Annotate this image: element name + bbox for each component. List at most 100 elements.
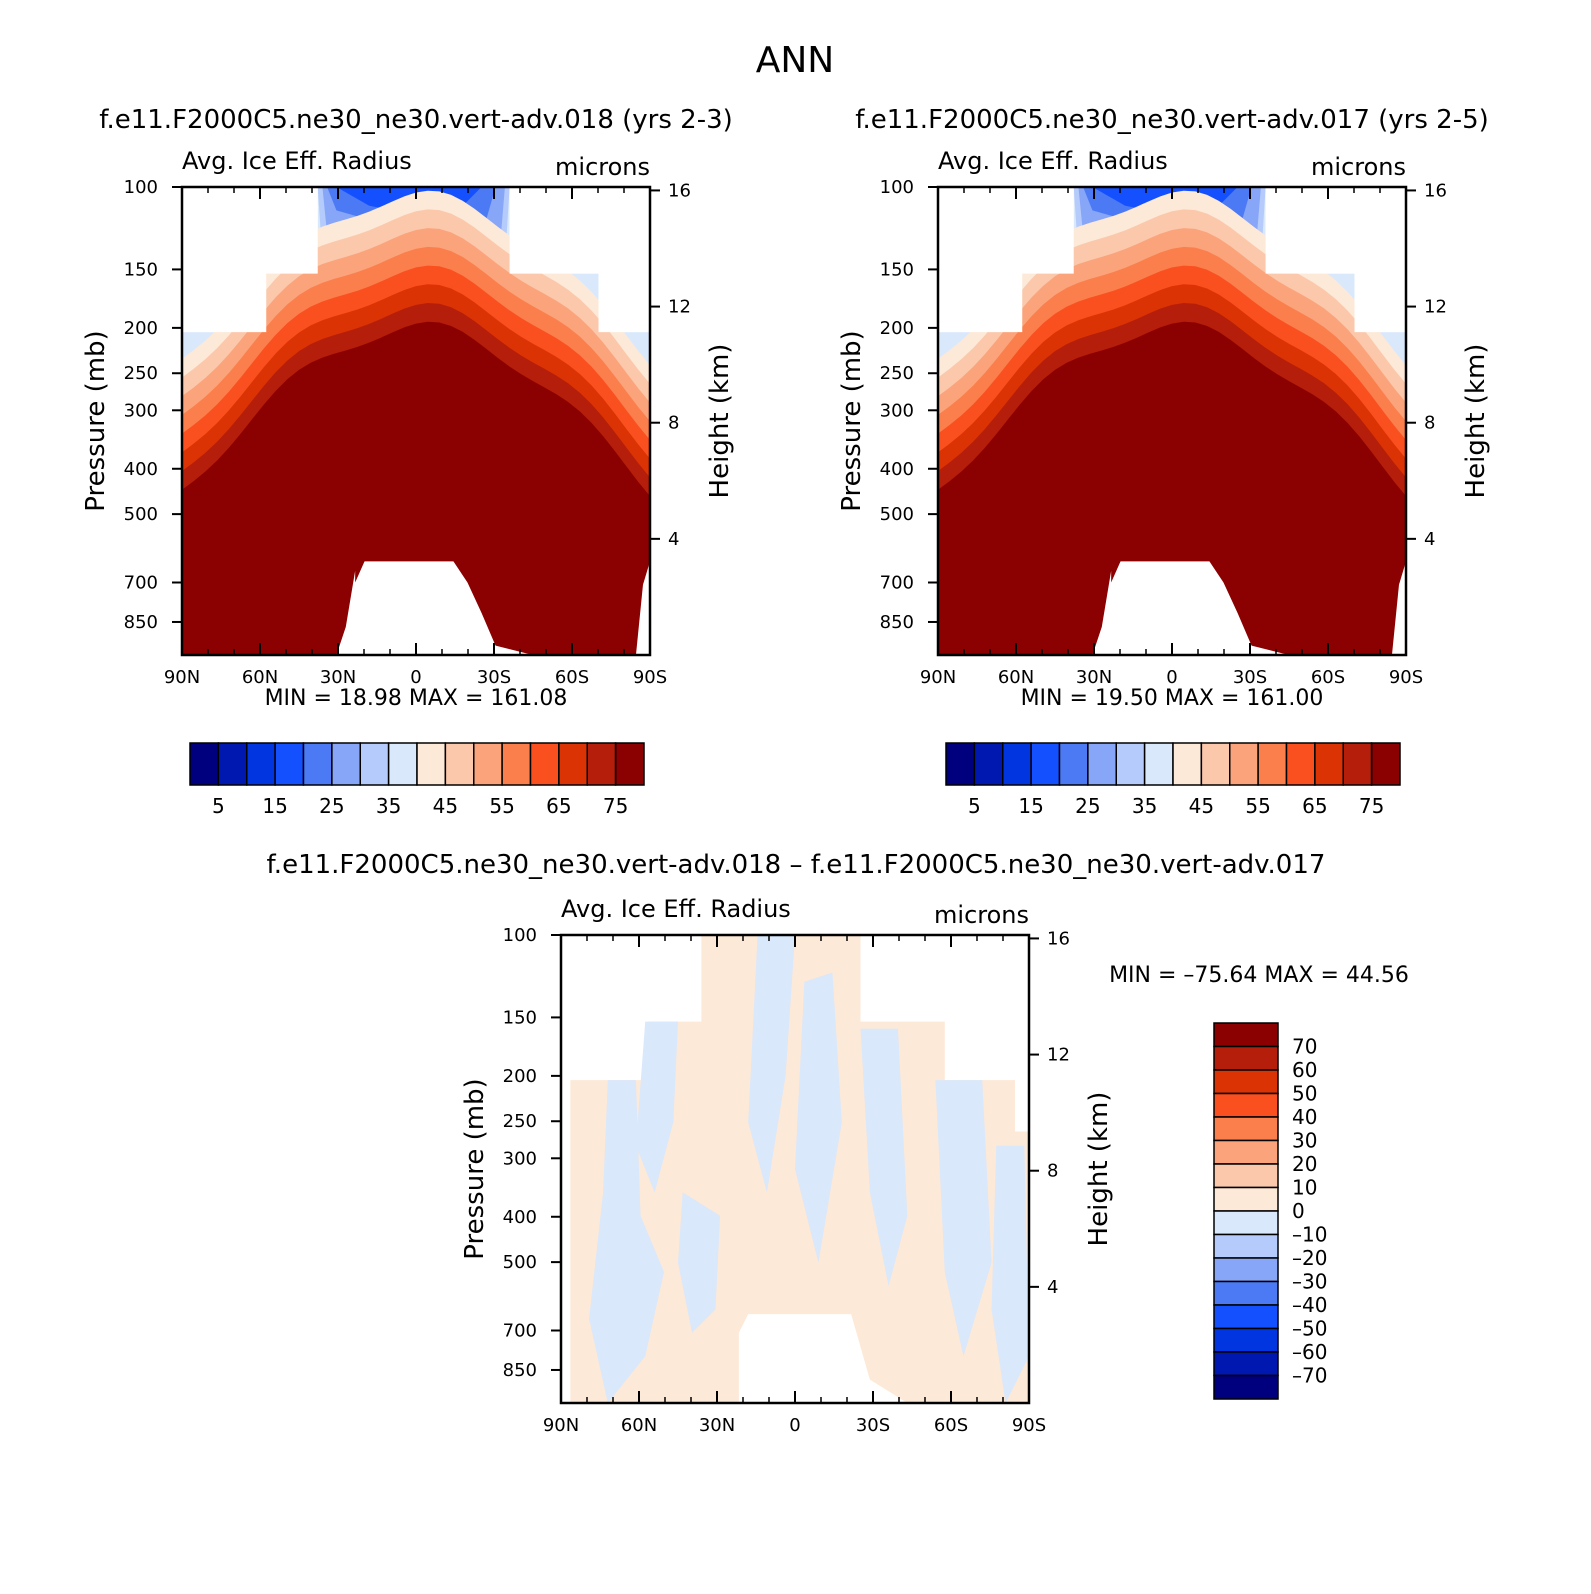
mask [938,187,1074,333]
y2-tick-label: 8 [668,413,679,434]
x-tick-label: 90N [164,667,200,688]
stats-text: MIN = –75.64 MAX = 44.56 [1109,963,1409,988]
y2-tick-label: 16 [1424,180,1447,201]
y2-tick-label: 8 [1047,1161,1058,1182]
band [748,935,795,1193]
band [589,1080,664,1403]
colorbar-box [444,742,475,786]
colorbar-box [1200,742,1231,786]
y2-tick-label: 16 [668,180,691,201]
colorbar-box [246,742,276,786]
colorbar-label: 55 [489,794,514,818]
x-tick-label: 60N [998,667,1034,688]
contour-fill [182,187,650,655]
y-axis-label: Pressure (mb) [460,1078,490,1259]
colorbar-box [274,742,305,786]
colorbar-label: 35 [1132,794,1157,818]
colorbar-label: 50 [1292,1082,1317,1106]
x-tick-label: 0 [789,1415,800,1436]
colorbar-label: 35 [376,794,401,818]
colorbar-label: –30 [1292,1270,1327,1294]
y2-tick-label: 12 [1424,297,1447,318]
contour-fill [938,187,1406,655]
y-tick-label: 400 [503,1207,537,1228]
colorbar-box [1285,742,1316,786]
colorbar-label: 55 [1245,794,1270,818]
colorbar-box [1087,742,1117,786]
x-tick-label: 30N [699,1415,735,1436]
y-tick-label: 200 [880,318,914,339]
y-tick-label: 300 [503,1148,537,1169]
y2-tick-label: 4 [1424,529,1435,550]
panel-2: f.e11.F2000C5.ne30_ne30.vert-adv.017 (yr… [837,105,1491,818]
colorbar-box [1143,742,1174,786]
colorbar-box [1213,1351,1279,1377]
panel-1: f.e11.F2000C5.ne30_ne30.vert-adv.018 (yr… [81,105,735,818]
colorbar-box [1213,1210,1279,1236]
y-tick-label: 850 [503,1360,537,1381]
y-tick-label: 300 [880,400,914,421]
colorbar-box [1213,1045,1279,1071]
topography [1391,561,1406,655]
colorbar-label: 0 [1292,1199,1305,1223]
y-tick-label: 100 [124,177,158,198]
topography [336,561,533,655]
x-tick-label: 0 [1166,667,1177,688]
x-tick-label: 30N [320,667,356,688]
colorbar-box [1213,1163,1279,1189]
colorbar-box [973,742,1004,786]
mask [509,187,650,333]
y-tick-label: 250 [124,363,158,384]
mask [1265,187,1406,333]
colorbar-box [614,742,645,786]
colorbar-label: 75 [1359,794,1384,818]
x-tick-label: 30S [856,1415,890,1436]
y-tick-label: 150 [880,259,914,280]
y-tick-label: 200 [124,318,158,339]
colorbar-box [189,742,220,786]
y2-axis-label: Height (km) [705,344,735,499]
mask [182,187,318,333]
x-tick-label: 90N [920,667,956,688]
colorbar-label: –10 [1292,1223,1327,1247]
colorbar-box [529,742,560,786]
band [938,321,1406,655]
y-tick-label: 700 [880,573,914,594]
colorbar-box [1213,1257,1279,1283]
colorbar-label: 45 [1189,794,1214,818]
y-tick-label: 500 [880,504,914,525]
colorbar-box [473,742,503,786]
colorbar-box [558,742,588,786]
colorbar-box [1229,742,1259,786]
colorbar-label: 60 [1292,1058,1317,1082]
x-tick-label: 60S [1311,667,1345,688]
colorbar-label: 45 [433,794,458,818]
colorbar-box [1342,742,1373,786]
colorbar-box [1213,1233,1279,1259]
y-tick-label: 400 [124,459,158,480]
colorbar-box [1213,1092,1279,1118]
colorbar-label: 25 [319,794,344,818]
x-tick-label: 90S [1012,1415,1046,1436]
colorbar-label: 15 [262,794,287,818]
colorbar-box [387,742,418,786]
colorbar-box [1213,1069,1279,1095]
y2-tick-label: 8 [1424,413,1435,434]
colorbar-label: 5 [968,794,981,818]
colorbar-label: –50 [1292,1317,1327,1341]
band [678,1192,721,1333]
y-tick-label: 250 [880,363,914,384]
contour-fill [570,935,1029,1403]
band [795,972,842,1263]
panel-diff-title: f.e11.F2000C5.ne30_ne30.vert-adv.018 – f… [267,850,1326,880]
figure-title: ANN [756,40,835,81]
units-label: microns [934,901,1029,929]
colorbar-box [1213,1139,1279,1165]
y2-tick-label: 4 [1047,1277,1058,1298]
left-label: Avg. Ice Eff. Radius [561,895,791,923]
colorbar-label: –20 [1292,1246,1327,1270]
x-tick-label: 30S [1233,667,1267,688]
colorbar-box [331,742,361,786]
colorbar-label: 70 [1292,1035,1317,1059]
x-tick-label: 60S [555,667,589,688]
